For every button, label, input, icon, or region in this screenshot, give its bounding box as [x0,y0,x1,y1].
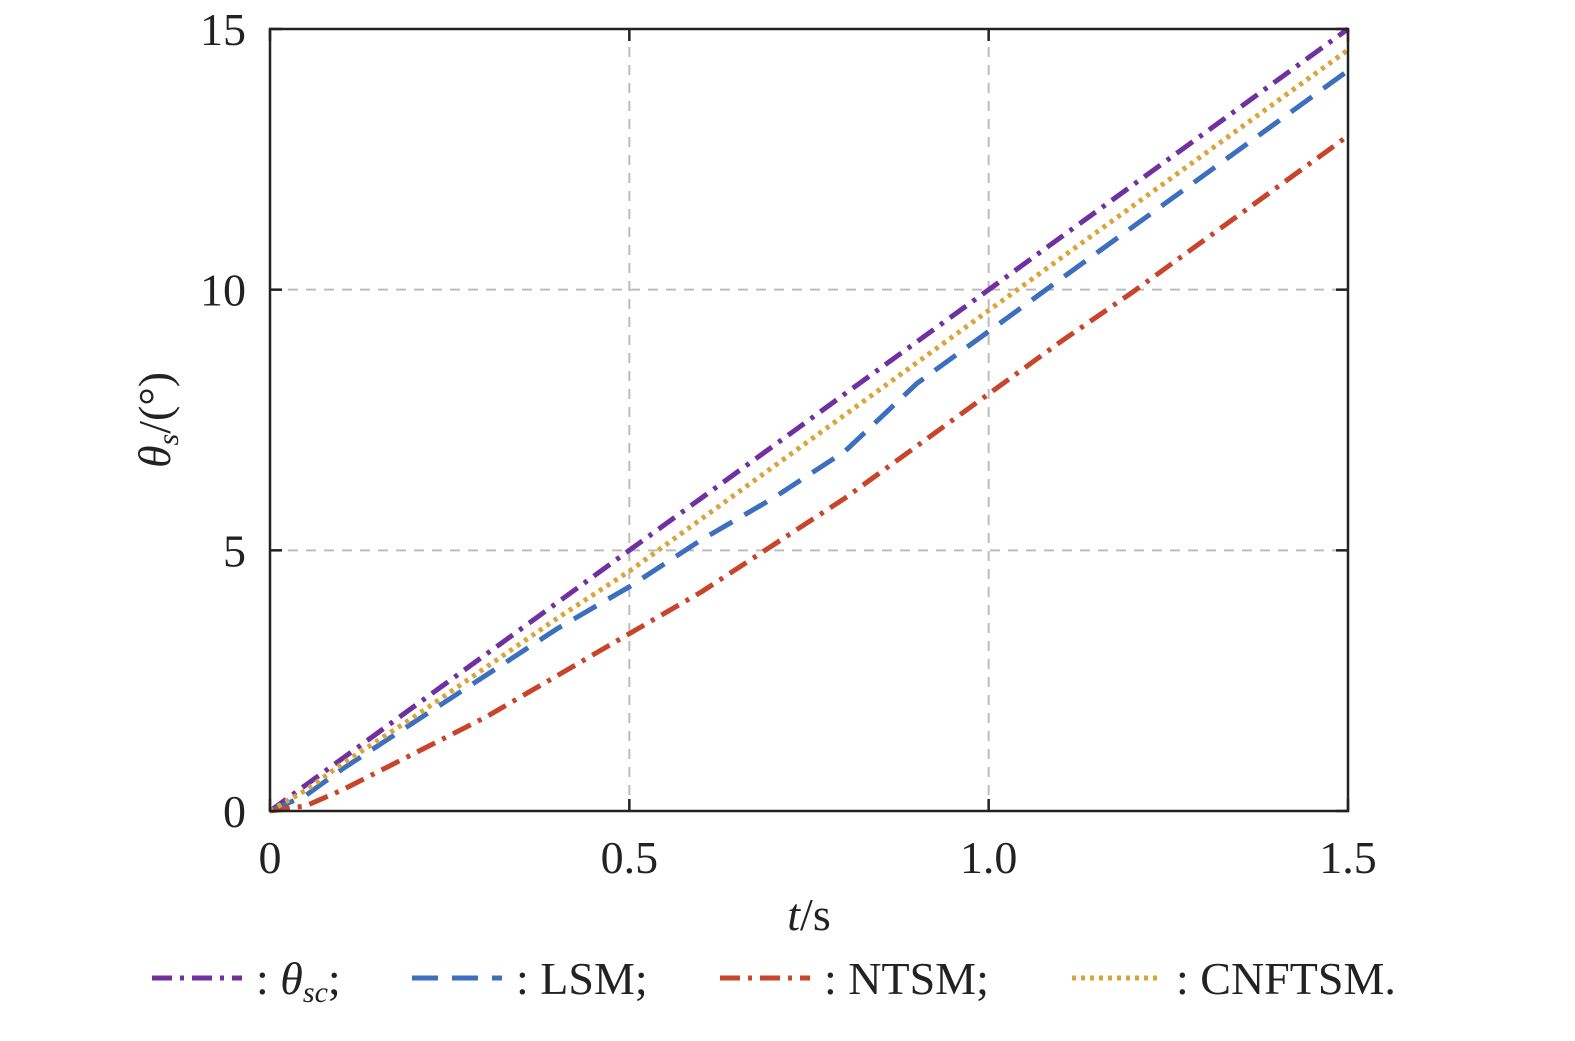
x-axis-unit: /s [800,889,831,940]
series-line-lsm [269,68,1350,814]
series-line-ntsm [269,133,1350,814]
legend-entry: : LSM; [412,953,648,1004]
y-axis-title: θs/(°) [129,372,185,468]
legend-label: : CNFTSM. [1176,953,1396,1004]
grid-layer [270,29,1348,811]
y-tick-label: 10 [200,265,246,316]
legend-label: : NTSM; [824,953,989,1004]
x-axis-title: t/s [787,889,830,940]
legend-label: : θsc; [256,953,341,1009]
legend: : θsc; : LSM; : NTSM; : CNFTSM. [152,953,1396,1009]
legend-entry: : CNFTSM. [1072,953,1396,1004]
legend-entry: : NTSM; [720,953,989,1004]
series-layer [268,26,1350,814]
x-axis-var: t [787,889,801,940]
y-axis-var: θ [129,445,180,468]
plot-frame [268,27,1350,813]
x-tick-label: 1.5 [1319,832,1377,883]
legend-entry: : θsc; [152,953,341,1009]
x-tick-label: 0.5 [601,832,659,883]
y-tick-label: 15 [200,4,246,55]
legend-label: : LSM; [516,953,648,1004]
x-tick-label: 1.0 [960,832,1018,883]
y-axis-sub: s [152,434,185,446]
axis-titles: t/s θs/(°) [129,372,831,940]
series-line-cnftsm [268,47,1350,814]
x-tick-label: 0 [259,832,282,883]
y-tick-label: 0 [223,786,246,837]
ticks-layer: 0 0.5 1.0 1.5 0 5 10 15 [200,4,1377,883]
y-tick-label: 5 [223,525,246,576]
series-line--sc [268,26,1350,814]
y-axis-unit: /(°) [129,372,180,434]
